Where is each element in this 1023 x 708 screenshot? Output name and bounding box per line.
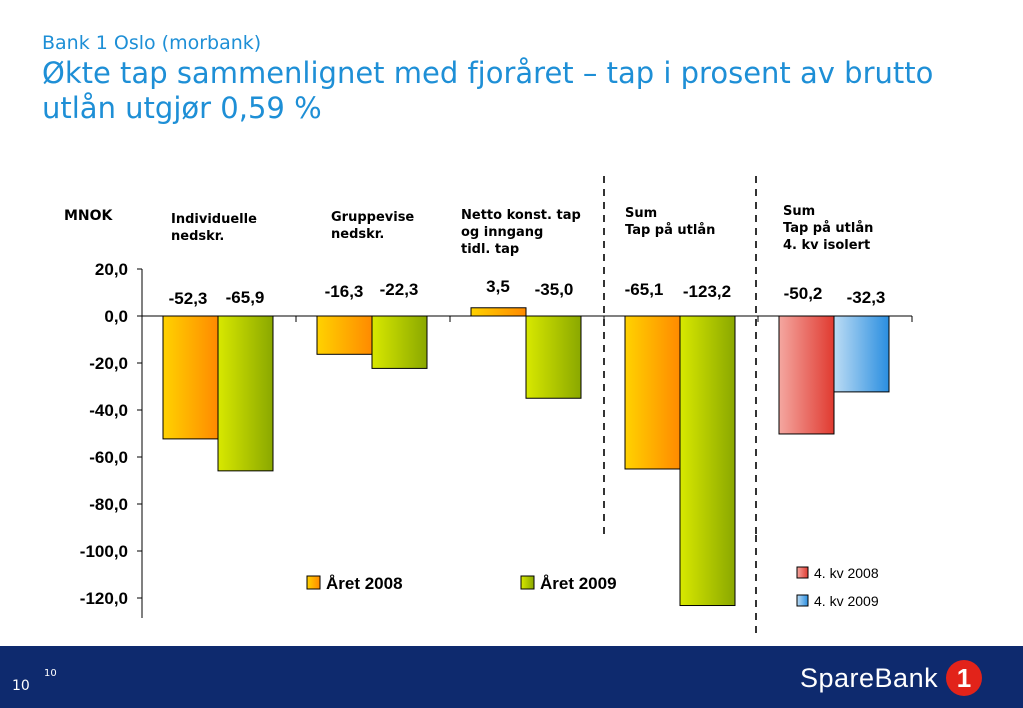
- category-label: Sum Tap på utlån 4. kv isolert: [783, 204, 874, 253]
- legend-item-4kv-2009: 4. kv 2009: [814, 593, 879, 609]
- footer-bar: 10 10 SpareBank 1: [0, 646, 1023, 708]
- category-label: Netto konst. tap og inngang tidl. tap: [461, 208, 581, 257]
- bar: [217, 315, 274, 472]
- y-tick-label: -80,0: [89, 495, 128, 514]
- bar: [778, 315, 835, 435]
- legend-item-aret-2009-swatch: [520, 575, 535, 590]
- y-tick-label: -40,0: [89, 401, 128, 420]
- data-label: -65,9: [226, 288, 265, 307]
- category-label: Individuelle nedskr.: [171, 212, 257, 244]
- y-tick-label: 0,0: [104, 307, 128, 326]
- legend-item-aret-2008-swatch: [306, 575, 321, 590]
- bar: [162, 315, 219, 440]
- svg-text:1: 1: [957, 663, 971, 693]
- y-tick-label: -100,0: [80, 542, 128, 561]
- y-tick-label: -60,0: [89, 448, 128, 467]
- bar: [371, 315, 428, 369]
- legend-item-aret-2009: Året 2009: [540, 574, 617, 593]
- legend-item-aret-2008: Året 2008: [326, 574, 403, 593]
- data-label: -22,3: [380, 280, 419, 299]
- slide-title: Økte tap sammenlignet med fjoråret – tap…: [42, 56, 934, 125]
- category-label: Gruppevise nedskr.: [331, 210, 415, 242]
- legend-item-4kv-2008: 4. kv 2008: [814, 565, 879, 581]
- bar: [316, 315, 373, 355]
- bar-chart: 20,0 0,0 -20,0 -40,0 -60,0 -80,0 -100,0 -120,0 M…: [64, 176, 913, 634]
- data-label: -65,1: [625, 280, 664, 299]
- bar: [525, 315, 582, 399]
- category-label: Sum Tap på utlån: [625, 206, 716, 238]
- data-label: -50,2: [784, 284, 823, 303]
- y-tick-label: -120,0: [80, 589, 128, 608]
- bar: [679, 315, 736, 607]
- data-label: 3,5: [486, 277, 510, 296]
- logo-text: SpareBank: [800, 662, 939, 693]
- y-tick-label: -20,0: [89, 354, 128, 373]
- legend-item-4kv-2009-swatch: [796, 594, 809, 607]
- sparebank-logo: SpareBank 1: [800, 658, 984, 698]
- bar: [470, 307, 527, 317]
- data-label: -32,3: [847, 288, 886, 307]
- page-number-superscript: 10: [44, 668, 57, 679]
- data-label: -16,3: [325, 282, 364, 301]
- data-label: -52,3: [169, 289, 208, 308]
- slide-subtitle: Bank 1 Oslo (morbank): [42, 32, 262, 54]
- page-number: 10: [12, 678, 30, 694]
- logo-one-icon: 1: [946, 660, 983, 696]
- data-label: -35,0: [535, 280, 574, 299]
- bar: [624, 315, 681, 470]
- y-tick-label: 20,0: [95, 260, 128, 279]
- bar: [833, 315, 890, 393]
- data-label: -123,2: [683, 282, 731, 301]
- y-axis-label: MNOK: [64, 208, 114, 224]
- legend-item-4kv-2008-swatch: [796, 566, 809, 579]
